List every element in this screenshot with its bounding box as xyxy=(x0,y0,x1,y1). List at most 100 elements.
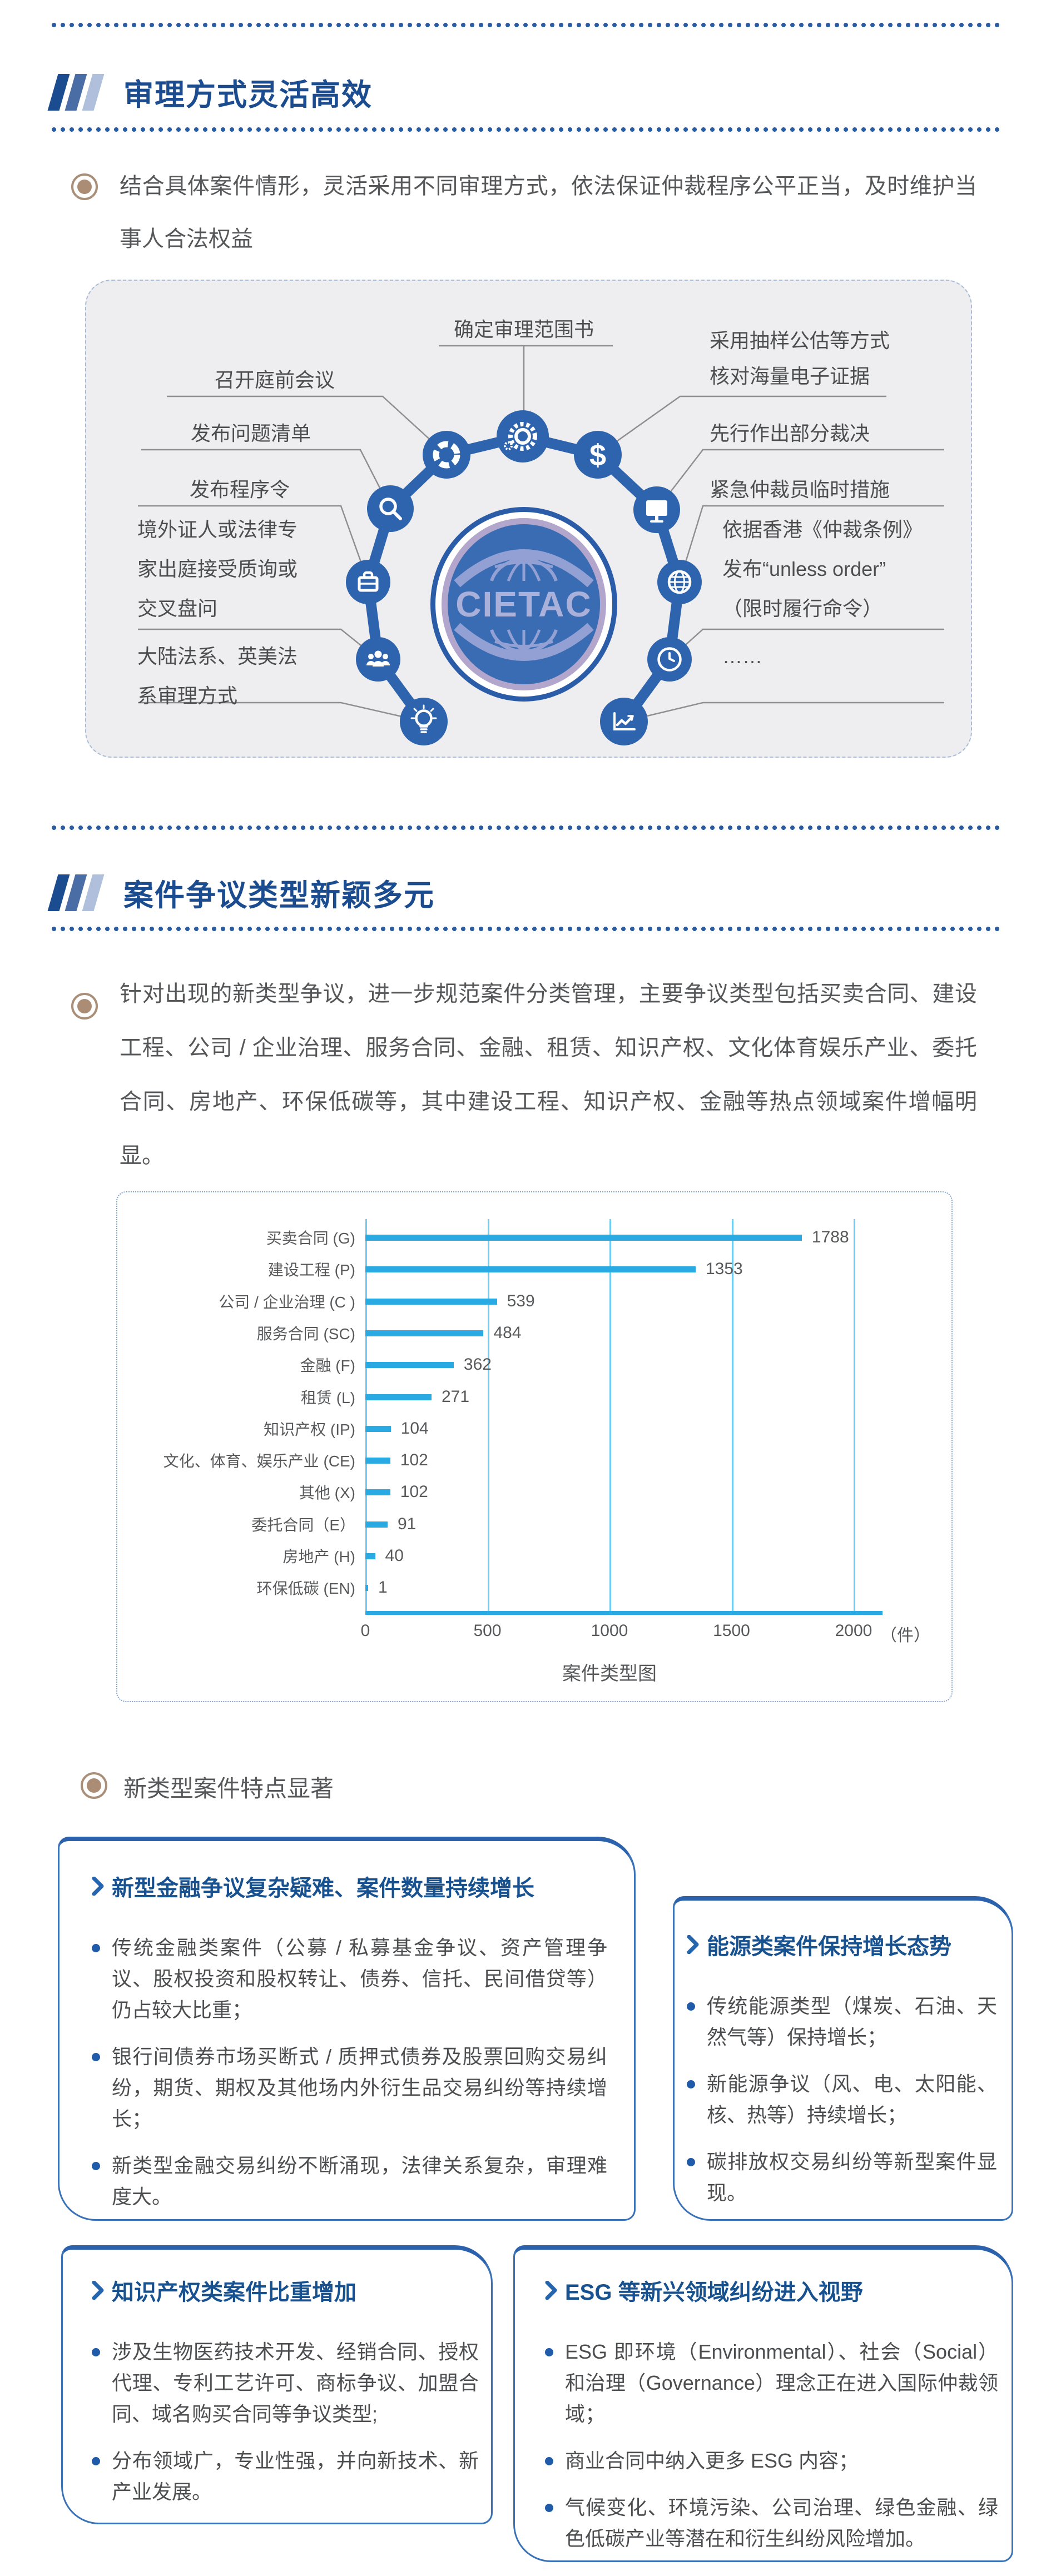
chart-row: 房地产 (H) 40 xyxy=(117,1540,951,1572)
box-bullet-list: 传统金融类案件（公募 / 私募基金争议、资产管理争议、股权投资和股权转让、债券、… xyxy=(92,1932,607,2212)
section1-title: 审理方式灵活高效 xyxy=(123,78,373,112)
cietac-logo-text: CIETAC xyxy=(455,584,592,624)
chart-row: 委托合同（E） 91 xyxy=(117,1509,951,1540)
lightbulb-icon xyxy=(410,704,437,733)
value-label: 40 xyxy=(385,1546,404,1565)
box-header: ESG 等新兴领域纠纷进入视野 xyxy=(545,2274,998,2306)
chart-row: 服务合同 (SC) 484 xyxy=(117,1317,951,1349)
briefcase-icon xyxy=(358,571,379,592)
chart-row: 知识产权 (IP) 104 xyxy=(117,1413,951,1444)
section2-title: 案件争议类型新颖多元 xyxy=(123,879,435,912)
case-type-bar-chart: 0 500 1000 1500 2000 （件） 买卖合同 (G) 1788 建… xyxy=(116,1191,953,1702)
bar xyxy=(365,1362,454,1369)
diagram-label: 境外证人或法律专 家出庭接受质询或 交叉盘问 xyxy=(137,518,298,620)
chevron-icon xyxy=(92,1877,104,1896)
list-item: ESG 即环境（Environmental）、社会（Social）和治理（Gov… xyxy=(545,2336,998,2430)
line-chart-icon xyxy=(613,712,636,730)
feature-box-energy: 能源类案件保持增长态势 传统能源类型（煤炭、石油、天然气等）保持增长； 新能源争… xyxy=(673,1896,1013,2221)
list-item: 商业合同中纳入更多 ESG 内容； xyxy=(545,2445,998,2476)
monitor-icon xyxy=(646,500,667,523)
section1-paragraph: 结合具体案件情形，灵活采用不同审理方式，依法保证仲裁程序公平正当，及时维护当事人… xyxy=(120,174,977,251)
diagram-graphics: CIETAC xyxy=(138,345,944,745)
bar xyxy=(365,1585,368,1592)
section2-header: 案件争议类型新颖多元 xyxy=(47,871,435,914)
diagram-label: 紧急仲裁员临时措施 xyxy=(710,478,890,501)
donut-chart-icon xyxy=(433,441,460,469)
list-item: 传统能源类型（煤炭、石油、天然气等）保持增长； xyxy=(687,1991,997,2053)
chart-row: 建设工程 (P) 1353 xyxy=(117,1254,951,1285)
category-label: 委托合同（E） xyxy=(251,1516,355,1534)
value-label: 102 xyxy=(400,1451,428,1470)
box-bullet-list: 传统能源类型（煤炭、石油、天然气等）保持增长； 新能源争议（风、电、太阳能、核、… xyxy=(687,1991,997,2209)
dotted-separator xyxy=(51,22,1001,28)
triple-slash-icon xyxy=(47,874,105,911)
chart-row: 金融 (F) 362 xyxy=(117,1349,951,1380)
feature-box-esg: ESG 等新兴领域纠纷进入视野 ESG 即环境（Environmental）、社… xyxy=(513,2245,1013,2562)
value-label: 271 xyxy=(441,1387,470,1406)
category-label: 金融 (F) xyxy=(300,1357,355,1375)
box-header: 新型金融争议复杂疑难、案件数量持续增长 xyxy=(92,1870,607,1902)
triple-slash-icon xyxy=(47,73,105,111)
cietac-logo: CIETAC xyxy=(430,507,617,702)
category-label: 服务合同 (SC) xyxy=(256,1325,355,1342)
list-item: 银行间债券市场买断式 / 质押式债券及股票回购交易纠纷，期货、期权及其他场内外衍… xyxy=(92,2041,607,2135)
people-icon xyxy=(366,650,390,667)
category-label: 环保低碳 (EN) xyxy=(256,1580,355,1598)
bar xyxy=(365,1266,696,1273)
dotted-separator xyxy=(51,127,1001,132)
category-label: 知识产权 (IP) xyxy=(264,1420,355,1438)
bar xyxy=(365,1458,390,1464)
circle-bullet-marker xyxy=(81,1772,107,1799)
value-label: 91 xyxy=(397,1514,417,1533)
section2-paragraph: 针对出现的新类型争议，进一步规范案件分类管理，主要争议类型包括买卖合同、建设工程… xyxy=(120,982,977,1168)
category-label: 文化、体育、娱乐产业 (CE) xyxy=(163,1453,355,1470)
category-label: 房地产 (H) xyxy=(282,1548,355,1565)
chart-row: 买卖合同 (G) 1788 xyxy=(117,1222,951,1253)
circle-bullet-marker xyxy=(71,993,98,1020)
clock-icon xyxy=(657,647,682,672)
chart-row: 其他 (X) 102 xyxy=(117,1476,951,1508)
category-label: 租赁 (L) xyxy=(300,1389,355,1406)
value-label: 1788 xyxy=(811,1228,849,1246)
chart-row: 租赁 (L) 271 xyxy=(117,1381,951,1413)
list-item: 涉及生物医药技术开发、经销合同、授权代理、专利工艺许可、商标争议、加盟合同、域名… xyxy=(92,2336,479,2430)
value-label: 1353 xyxy=(705,1260,743,1279)
chevron-icon xyxy=(545,2281,557,2300)
value-label: 104 xyxy=(400,1419,429,1438)
bar xyxy=(365,1235,802,1241)
diagram-label: 依据香港《仲裁条例》 发布“unless order” （限时履行命令） xyxy=(722,518,923,620)
dotted-separator xyxy=(51,825,1001,831)
diagram-label: …… xyxy=(722,645,762,668)
list-item: 新类型金融交易纠纷不断涌现，法律关系复杂，审理难度大。 xyxy=(92,2150,607,2212)
gridline xyxy=(854,1219,855,1614)
x-tick: 1500 xyxy=(713,1622,750,1640)
bar xyxy=(365,1394,432,1400)
list-item: 气候变化、环境污染、公司治理、绿色金融、绿色低碳产业等潜在和衍生纠纷风险增加。 xyxy=(545,2492,998,2554)
box-header-text: 知识产权类案件比重增加 xyxy=(112,2280,356,2305)
bar xyxy=(365,1425,391,1432)
box-header-text: ESG 等新兴领域纠纷进入视野 xyxy=(565,2280,863,2305)
diagram-label: 发布程序令 xyxy=(189,478,290,501)
dotted-separator xyxy=(51,926,1001,932)
bar xyxy=(365,1521,388,1528)
box-header: 知识产权类案件比重增加 xyxy=(92,2274,479,2306)
section1-header: 审理方式灵活高效 xyxy=(47,70,373,114)
bar xyxy=(365,1553,375,1559)
category-label: 其他 (X) xyxy=(299,1484,355,1502)
gridline xyxy=(487,1219,489,1614)
chart-title: 案件类型图 xyxy=(562,1663,657,1684)
diagram-label: 采用抽样公估等方式 核对海量电子证据 xyxy=(710,329,890,387)
value-label: 539 xyxy=(507,1291,535,1310)
svg-text:$: $ xyxy=(589,439,606,472)
x-axis-unit: （件） xyxy=(880,1627,930,1645)
trial-methods-diagram: CIETAC xyxy=(85,280,972,758)
dollar-icon: $ xyxy=(589,439,606,472)
value-label: 484 xyxy=(493,1323,522,1342)
gridline xyxy=(609,1219,611,1614)
diagram-label: 先行作出部分裁决 xyxy=(710,422,870,445)
gridline xyxy=(731,1219,733,1614)
feature-box-ip: 知识产权类案件比重增加 涉及生物医药技术开发、经销合同、授权代理、专利工艺许可、… xyxy=(61,2245,493,2524)
bar xyxy=(365,1330,484,1336)
category-label: 公司 / 企业治理 (C ) xyxy=(219,1293,355,1311)
